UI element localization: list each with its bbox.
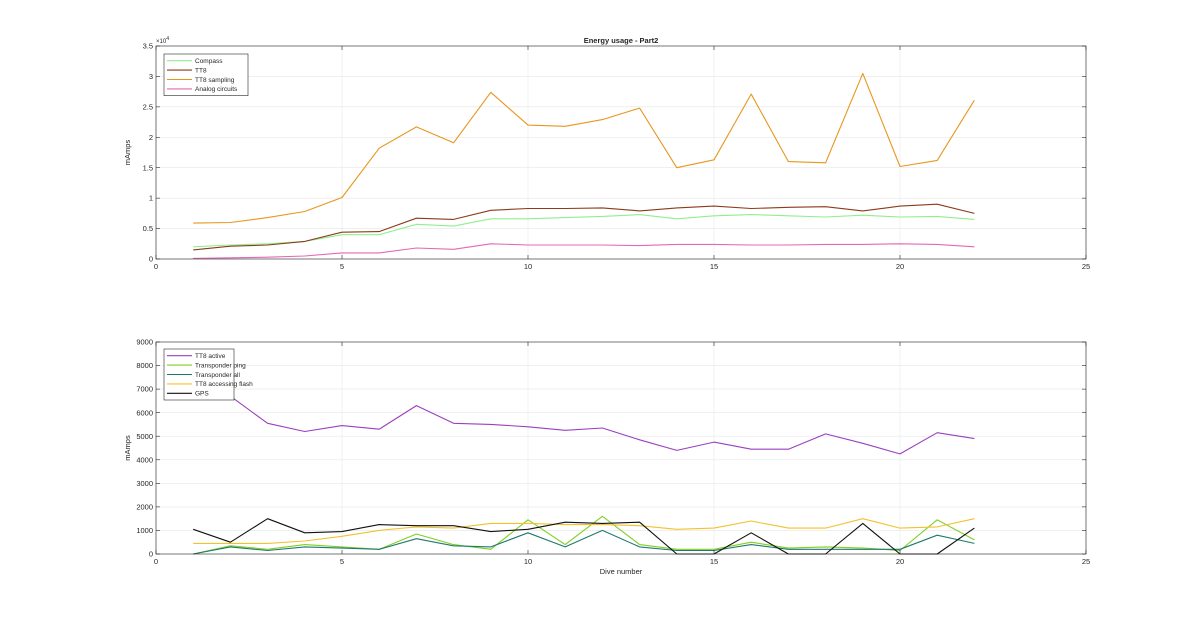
chart-2: 0 5 10 15 20 25 0 1000 2000 3000 4000 5000 6000 7000 8… bbox=[123, 338, 1090, 576]
y-tick-label: 0.5 bbox=[143, 224, 153, 233]
y-tick-label: 9000 bbox=[136, 338, 153, 347]
y-tick-label: 2000 bbox=[136, 502, 153, 511]
y-tick-label: 1000 bbox=[136, 526, 153, 535]
y-tick-label: 1.5 bbox=[143, 163, 153, 172]
legend-label: TT8 sampling bbox=[195, 77, 235, 84]
legend: Compass TT8 TT8 sampling Analog circuits bbox=[163, 53, 249, 96]
x-tick-label: 20 bbox=[896, 262, 904, 271]
legend-label: TT8 accessing flash bbox=[195, 381, 253, 388]
y-axis-label: mAmps bbox=[123, 435, 132, 461]
series-line-transponder-ping bbox=[193, 515, 975, 555]
x-axis-label: Dive number bbox=[600, 567, 643, 576]
y-tick-label: 0 bbox=[149, 255, 153, 264]
y-tick-label: 2.5 bbox=[143, 102, 153, 111]
y-exponent-label: ×104 bbox=[156, 36, 169, 45]
y-tick-label: 8000 bbox=[136, 361, 153, 370]
y-tick-label: 1 bbox=[149, 194, 153, 203]
legend: TT8 active Transponder ping Transponder al… bbox=[163, 348, 253, 401]
legend-label: TT8 active bbox=[195, 353, 226, 360]
legend-label: Analog circuits bbox=[195, 86, 238, 93]
plot-area bbox=[156, 46, 1086, 259]
series-line-gps bbox=[193, 518, 975, 555]
legend-label: GPS bbox=[195, 391, 209, 398]
plot-area bbox=[156, 342, 1086, 554]
legend-label: TT8 bbox=[195, 67, 207, 74]
axes-box bbox=[155, 341, 1087, 555]
x-tick-label: 15 bbox=[710, 557, 718, 566]
legend-label: Transponder all bbox=[195, 372, 240, 379]
chart-title: Energy usage - Part2 bbox=[584, 36, 659, 45]
series-line-transponder-all bbox=[193, 529, 975, 555]
x-tick-label: 10 bbox=[524, 262, 532, 271]
y-tick-label: 3.5 bbox=[143, 42, 153, 51]
chart-1: 0 5 10 15 20 25 0 0.5 1 1.5 2 2.5 3 3.5 ×104 Energy usa… bbox=[123, 36, 1090, 271]
series-line-tt8-accessing-flash bbox=[193, 518, 975, 544]
x-tick-label: 5 bbox=[340, 262, 344, 271]
x-tick-label: 15 bbox=[710, 262, 718, 271]
x-tick-label: 0 bbox=[154, 557, 158, 566]
y-tick-label: 0 bbox=[149, 550, 153, 559]
legend-label: Transponder ping bbox=[195, 362, 246, 369]
series-line-tt8-active bbox=[193, 388, 975, 455]
series-line-tt8-sampling bbox=[193, 72, 975, 224]
series-line-tt8 bbox=[193, 203, 975, 251]
series-line-compass bbox=[193, 214, 975, 248]
x-tick-label: 5 bbox=[340, 557, 344, 566]
x-tick-label: 0 bbox=[154, 262, 158, 271]
x-tick-label: 25 bbox=[1082, 262, 1090, 271]
x-tick-label: 10 bbox=[524, 557, 532, 566]
axes-box bbox=[155, 45, 1087, 260]
y-axis-label: mAmps bbox=[123, 140, 132, 166]
y-tick-label: 7000 bbox=[136, 385, 153, 394]
x-tick-label: 25 bbox=[1082, 557, 1090, 566]
legend-label: Compass bbox=[195, 58, 223, 65]
y-tick-label: 2 bbox=[149, 133, 153, 142]
y-tick-label: 5000 bbox=[136, 432, 153, 441]
y-tick-label: 4000 bbox=[136, 455, 153, 464]
y-tick-label: 3 bbox=[149, 72, 153, 81]
series-line-analog-circuits bbox=[193, 243, 975, 259]
y-tick-label: 6000 bbox=[136, 408, 153, 417]
y-tick-label: 3000 bbox=[136, 479, 153, 488]
x-tick-label: 20 bbox=[896, 557, 904, 566]
